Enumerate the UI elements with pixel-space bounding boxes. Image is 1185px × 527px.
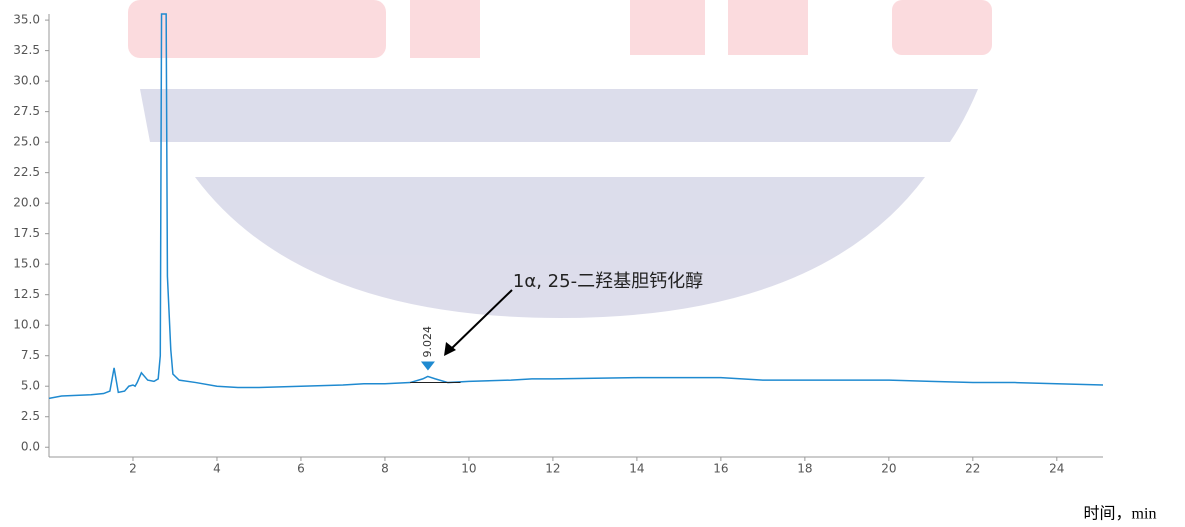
x-tick-label: 16 bbox=[713, 462, 728, 476]
y-tick-label: 27.5 bbox=[13, 104, 40, 118]
x-tick-label: 4 bbox=[213, 462, 221, 476]
x-tick-label: 24 bbox=[1049, 462, 1064, 476]
arrow-head bbox=[444, 342, 456, 356]
annotation: 1α, 25-二羟基胆钙化醇 bbox=[513, 271, 703, 292]
y-tick-label: 35.0 bbox=[13, 13, 40, 27]
y-tick-label: 0.0 bbox=[21, 440, 40, 454]
trace bbox=[48, 13, 1104, 400]
y-tick-label: 32.5 bbox=[13, 43, 40, 57]
peak-marker bbox=[420, 361, 435, 371]
y-tick-label: 2.5 bbox=[21, 409, 40, 423]
y-tick-label: 22.5 bbox=[13, 165, 40, 179]
y-tick-label: 25.0 bbox=[13, 135, 40, 149]
x-tick-label: 10 bbox=[461, 462, 476, 476]
peak-label: 9.024 bbox=[421, 326, 434, 358]
x-axis-label: 时间，min bbox=[1084, 505, 1157, 523]
x-tick-label: 14 bbox=[629, 462, 644, 476]
y-tick-label: 7.5 bbox=[21, 348, 40, 362]
y-tick-label: 5.0 bbox=[21, 379, 40, 393]
x-tick-label: 18 bbox=[797, 462, 812, 476]
y-tick-label: 10.0 bbox=[13, 318, 40, 332]
y-tick-label: 20.0 bbox=[13, 196, 40, 210]
x-tick-label: 22 bbox=[965, 462, 980, 476]
y-tick-label: 15.0 bbox=[13, 257, 40, 271]
y-tick-label: 12.5 bbox=[13, 287, 40, 301]
x-tick-label: 20 bbox=[881, 462, 896, 476]
x-tick-label: 2 bbox=[129, 462, 137, 476]
y-tick-label: 17.5 bbox=[13, 226, 40, 240]
watermark bbox=[128, 0, 992, 318]
x-tick-label: 8 bbox=[381, 462, 389, 476]
y-tick-label: 30.0 bbox=[13, 74, 40, 88]
annotation-arrow bbox=[449, 289, 513, 351]
x-tick-label: 12 bbox=[545, 462, 560, 476]
x-tick-label: 6 bbox=[297, 462, 305, 476]
